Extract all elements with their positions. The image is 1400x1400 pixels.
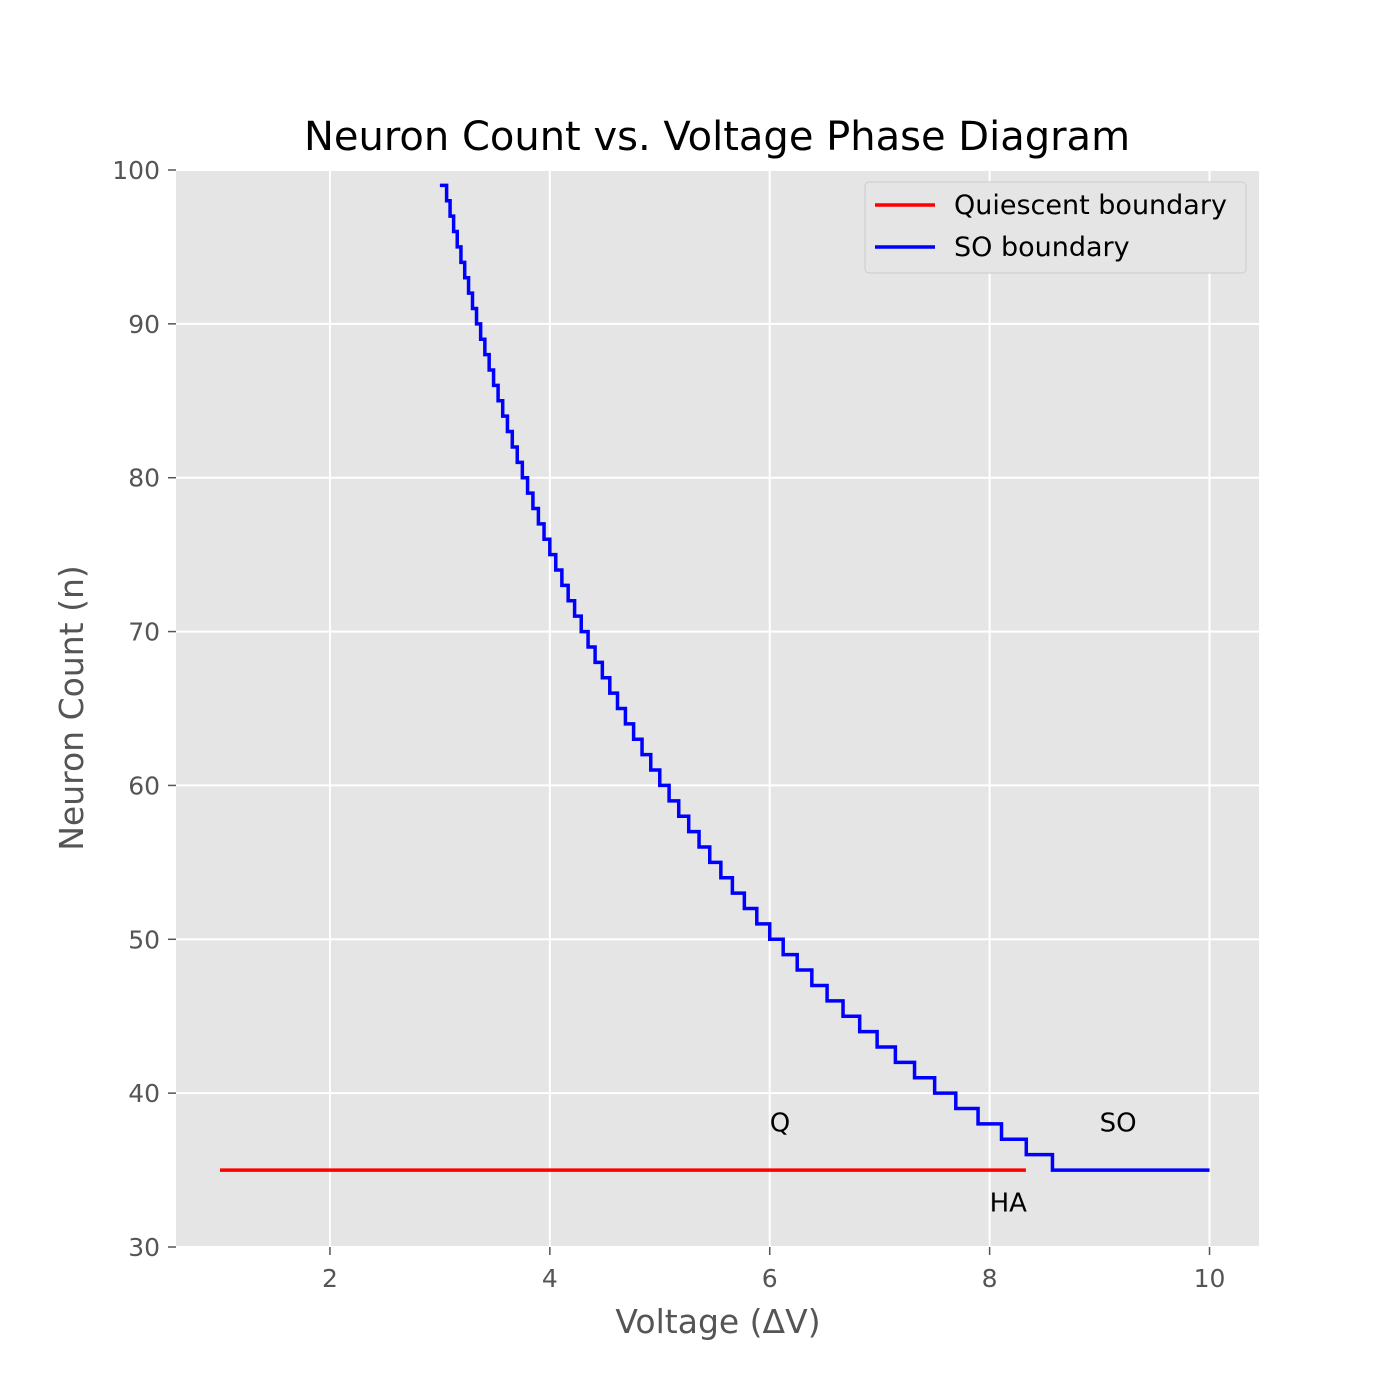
legend-box — [864, 181, 1247, 274]
y-tick-label: 30 — [128, 1233, 160, 1262]
x-tick-label: 6 — [762, 1264, 778, 1293]
annotations: Q SO HA — [770, 1109, 1137, 1219]
plot-area — [176, 170, 1259, 1247]
y-tick-label: 90 — [128, 310, 160, 339]
legend-label-quiescent: Quiescent boundary — [954, 190, 1227, 221]
y-tick-label: 40 — [128, 1079, 160, 1108]
annotation-q: Q — [770, 1109, 790, 1139]
y-tick-label: 80 — [128, 464, 160, 493]
x-tick-label: 2 — [322, 1264, 338, 1293]
y-tick-label: 60 — [128, 771, 160, 800]
legend-label-so: SO boundary — [954, 232, 1130, 263]
y-tick-label: 70 — [128, 618, 160, 647]
y-axis-ticks: 30 40 50 60 70 80 90 100 — [112, 156, 176, 1262]
x-axis-ticks: 2 4 6 8 10 — [322, 1247, 1225, 1293]
so-boundary-line — [439, 183, 1210, 1172]
y-axis-label: Neuron Count (n) — [52, 565, 91, 851]
x-tick-label: 10 — [1194, 1264, 1226, 1293]
legend: Quiescent boundary SO boundary — [864, 181, 1247, 274]
y-tick-label: 100 — [112, 156, 160, 185]
y-tick-label: 50 — [128, 925, 160, 954]
annotation-ha: HA — [990, 1189, 1028, 1219]
x-axis-label: Voltage (ΔV) — [615, 1302, 820, 1341]
chart-title: Neuron Count vs. Voltage Phase Diagram — [304, 114, 1130, 160]
x-tick-label: 4 — [542, 1264, 558, 1293]
annotation-so: SO — [1100, 1109, 1137, 1139]
series-layer — [219, 183, 1210, 1172]
x-tick-label: 8 — [982, 1264, 998, 1293]
grid-lines — [176, 169, 1259, 1248]
